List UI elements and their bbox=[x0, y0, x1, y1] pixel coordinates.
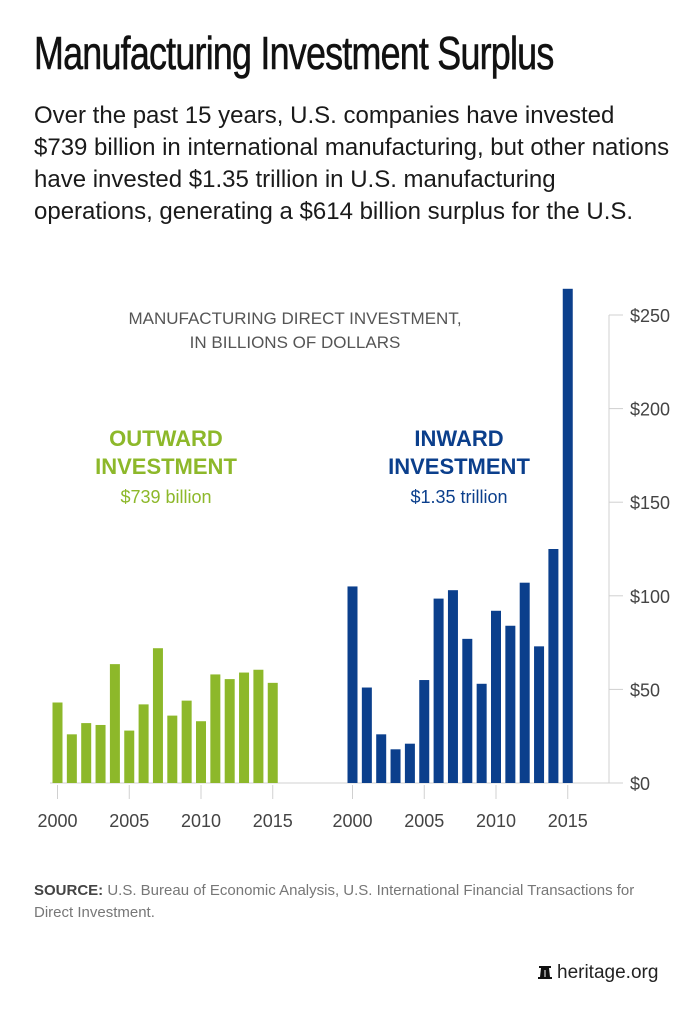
inward-x-tick-label: 2010 bbox=[476, 811, 516, 831]
chart-heading-line2: IN BILLIONS OF DOLLARS bbox=[190, 333, 401, 352]
outward-bar-2013 bbox=[239, 672, 250, 783]
bars-layer bbox=[52, 288, 573, 783]
inward-bar-2012 bbox=[519, 582, 530, 783]
outward-bar-2005 bbox=[124, 730, 135, 783]
chart-title-main: Manufacturing Investment Surplus bbox=[34, 27, 555, 80]
outward-x-tick-label: 2005 bbox=[109, 811, 149, 831]
outward-bar-2004 bbox=[109, 664, 120, 783]
outward-bar-2011 bbox=[210, 674, 221, 783]
inward-bar-2001 bbox=[361, 687, 372, 783]
inward-label-line1: INWARD bbox=[414, 426, 503, 451]
outward-x-tick-label: 2000 bbox=[37, 811, 77, 831]
outward-bar-2006 bbox=[138, 704, 149, 783]
outward-bar-2014 bbox=[253, 669, 264, 783]
outward-bar-2003 bbox=[95, 724, 106, 783]
inward-bar-2000 bbox=[347, 586, 358, 783]
outward-bar-2002 bbox=[81, 723, 92, 783]
inward-x-tick-label: 2005 bbox=[404, 811, 444, 831]
inward-bar-2005 bbox=[419, 680, 430, 783]
outward-bar-2007 bbox=[152, 648, 163, 783]
inward-x-tick-label: 2015 bbox=[548, 811, 588, 831]
y-tick-label: $0 bbox=[630, 774, 650, 794]
outward-bar-2009 bbox=[181, 700, 192, 783]
outward-total: $739 billion bbox=[120, 487, 211, 507]
chart-heading-line1: MANUFACTURING DIRECT INVESTMENT, bbox=[128, 309, 461, 328]
brand: heritage.org bbox=[538, 962, 658, 984]
liberty-bell-icon bbox=[538, 966, 552, 979]
outward-bar-2015 bbox=[267, 682, 278, 783]
inward-bar-2010 bbox=[491, 610, 501, 783]
y-tick-label: $100 bbox=[630, 587, 670, 607]
inward-bar-2004 bbox=[404, 743, 415, 783]
inward-bar-2007 bbox=[447, 590, 458, 783]
chart-area: MANUFACTURING DIRECT INVESTMENT, IN BILL… bbox=[37, 288, 670, 831]
inward-bar-2015 bbox=[562, 288, 573, 783]
y-tick-label: $200 bbox=[630, 400, 670, 420]
outward-x-tick-label: 2015 bbox=[253, 811, 293, 831]
inward-bar-2002 bbox=[376, 734, 387, 783]
source-text: U.S. Bureau of Economic Analysis, U.S. I… bbox=[34, 882, 635, 921]
outward-label-line2: INVESTMENT bbox=[95, 454, 237, 479]
brand-text: heritage.org bbox=[557, 962, 659, 983]
outward-x-tick-label: 2010 bbox=[181, 811, 221, 831]
outward-bar-2000 bbox=[52, 702, 63, 783]
inward-bar-2003 bbox=[390, 749, 401, 783]
outward-bar-2001 bbox=[66, 734, 77, 783]
inward-label-line2: INVESTMENT bbox=[388, 454, 530, 479]
inward-bar-2006 bbox=[433, 598, 444, 783]
source-note: SOURCE: U.S. Bureau of Economic Analysis… bbox=[34, 880, 674, 924]
outward-bar-2012 bbox=[224, 679, 235, 783]
outward-bar-2008 bbox=[167, 715, 178, 783]
inward-bar-2011 bbox=[505, 625, 516, 783]
y-tick-label: $50 bbox=[630, 680, 660, 700]
source-label: SOURCE: bbox=[34, 882, 104, 899]
inward-total: $1.35 trillion bbox=[410, 487, 507, 507]
y-tick-label: $250 bbox=[630, 306, 670, 326]
outward-bar-2010 bbox=[196, 721, 206, 783]
axis-layer: $0 $50 $100 $150 $200 $250 2000 2005 2010 2015 200… bbox=[37, 306, 670, 831]
inward-bar-2013 bbox=[534, 646, 545, 783]
inward-bar-2008 bbox=[462, 638, 473, 783]
y-tick-label: $150 bbox=[630, 493, 670, 513]
inward-bar-2014 bbox=[548, 549, 559, 783]
outward-label-line1: OUTWARD bbox=[109, 426, 223, 451]
inward-x-tick-label: 2000 bbox=[332, 811, 372, 831]
inward-bar-2009 bbox=[476, 683, 487, 783]
chart-subtitle: Over the past 15 years, U.S. companies h… bbox=[34, 102, 670, 225]
